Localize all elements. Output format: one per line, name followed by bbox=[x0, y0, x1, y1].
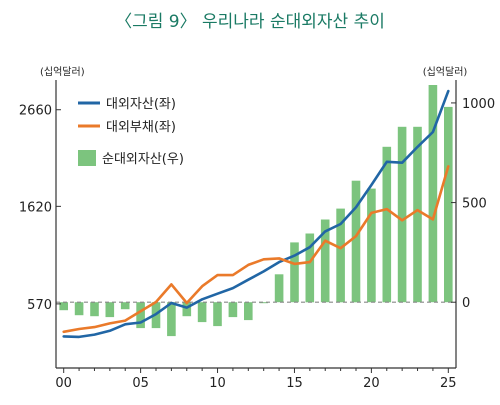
net-asset-bar bbox=[197, 302, 207, 323]
x-tick-label: 00 bbox=[55, 376, 72, 391]
net-asset-bar bbox=[244, 302, 253, 321]
left-tick-label: 1620 bbox=[19, 200, 52, 215]
net-asset-bar bbox=[74, 302, 84, 316]
net-asset-bar bbox=[382, 146, 392, 303]
left-tick-label: 2660 bbox=[19, 104, 52, 119]
right-tick-label: 0 bbox=[462, 296, 470, 311]
left-axis-unit: (십억달러) bbox=[40, 66, 85, 78]
net-asset-bar bbox=[213, 302, 222, 327]
assets-line bbox=[62, 89, 450, 339]
net-asset-bar bbox=[320, 219, 330, 303]
net-asset-bar bbox=[259, 302, 268, 304]
net-asset-bar bbox=[290, 242, 299, 303]
net-asset-bar bbox=[305, 233, 315, 303]
net-asset-bar bbox=[397, 126, 407, 303]
net-asset-bar bbox=[444, 106, 453, 303]
x-tick-label: 15 bbox=[286, 376, 303, 391]
liabilities-line bbox=[62, 165, 450, 334]
right-axis-unit: (십억달러) bbox=[423, 66, 468, 78]
net-asset-bar bbox=[367, 188, 376, 303]
right-tick-label: 1000 bbox=[462, 97, 495, 112]
right-tick-label: 500 bbox=[462, 197, 487, 212]
net-asset-bar bbox=[428, 85, 438, 303]
net-asset-bar bbox=[351, 180, 361, 303]
legend-net-swatch bbox=[78, 150, 96, 166]
net-asset-bar bbox=[182, 302, 192, 317]
net-asset-bar bbox=[90, 302, 99, 317]
legend: 대외자산(좌) 대외부채(좌) 순대외자산(우) bbox=[78, 97, 184, 167]
x-tick-label: 05 bbox=[132, 376, 149, 391]
x-tick-label: 10 bbox=[209, 376, 226, 391]
x-tick-label: 20 bbox=[363, 376, 380, 391]
net-asset-bar bbox=[413, 126, 422, 303]
left-tick-label: 570 bbox=[27, 298, 52, 313]
legend-liabilities-label: 대외부채(좌) bbox=[106, 120, 176, 135]
net-asset-bar bbox=[105, 302, 115, 318]
net-asset-bar bbox=[136, 302, 145, 329]
net-asset-bar bbox=[120, 302, 130, 310]
chart-title: 〈그림 9〉 우리나라 순대외자산 추이 bbox=[115, 12, 385, 32]
plot-frame bbox=[55, 80, 457, 369]
net-asset-bar bbox=[274, 274, 284, 303]
net-asset-bar bbox=[336, 208, 345, 303]
net-asset-bar bbox=[228, 302, 238, 318]
legend-assets-label: 대외자산(좌) bbox=[106, 97, 176, 112]
x-tick-label: 25 bbox=[440, 376, 457, 391]
net-asset-bar bbox=[167, 302, 176, 337]
legend-net-label: 순대외자산(우) bbox=[102, 152, 184, 167]
asset-liability-lines bbox=[62, 89, 450, 339]
net-asset-bar bbox=[59, 302, 68, 311]
